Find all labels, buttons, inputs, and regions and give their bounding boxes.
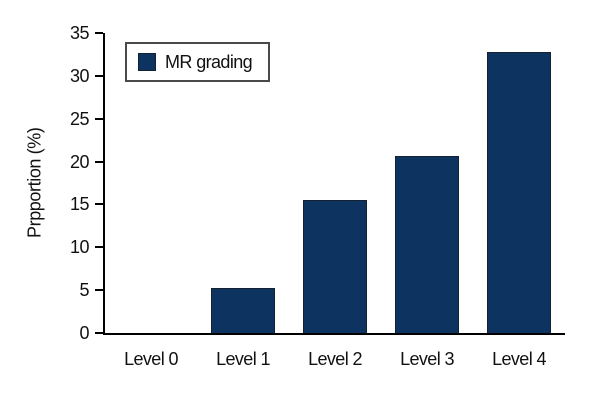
x-label-level-0: Level 0 bbox=[124, 349, 178, 369]
y-tick-label-20: 20 bbox=[69, 151, 90, 172]
plot-area: 0 5 10 15 20 25 30 35 MR grading Level 0 Level 1… bbox=[70, 24, 565, 369]
y-tick-label-15: 15 bbox=[69, 194, 90, 215]
bar-level-1 bbox=[211, 287, 275, 333]
y-tick-mark-0 bbox=[95, 332, 103, 334]
y-axis-title: Prpportion (%) bbox=[24, 127, 45, 239]
y-tick-mark-20 bbox=[95, 160, 103, 163]
bar-level-3 bbox=[395, 155, 459, 333]
y-tick-mark-10 bbox=[95, 246, 103, 249]
x-label-level-4: Level 4 bbox=[492, 349, 546, 369]
y-tick-mark-30 bbox=[95, 74, 103, 77]
bar-level-2 bbox=[303, 200, 367, 333]
bar-level-4 bbox=[487, 51, 551, 333]
x-label-level-3: Level 3 bbox=[400, 349, 454, 369]
y-tick-label-35: 35 bbox=[69, 23, 90, 43]
y-tick-label-25: 25 bbox=[69, 108, 90, 129]
legend-label: MR grading bbox=[165, 52, 253, 72]
y-tick-mark-35 bbox=[95, 32, 103, 34]
x-axis-labels: Level 0 Level 1 Level 2 Level 3 Level 4 bbox=[105, 349, 565, 370]
legend: MR grading bbox=[125, 42, 271, 82]
y-tick-mark-15 bbox=[95, 203, 103, 206]
y-tick-label-5: 5 bbox=[79, 280, 89, 301]
y-tick-mark-5 bbox=[95, 289, 103, 292]
y-tick-label-10: 10 bbox=[69, 237, 90, 258]
legend-swatch-mr-grading bbox=[138, 53, 156, 71]
x-label-level-2: Level 2 bbox=[308, 349, 362, 369]
y-tick-mark-25 bbox=[95, 117, 103, 120]
x-label-level-1: Level 1 bbox=[216, 349, 270, 369]
y-tick-label-30: 30 bbox=[69, 65, 90, 86]
y-tick-label-0: 0 bbox=[79, 323, 89, 343]
